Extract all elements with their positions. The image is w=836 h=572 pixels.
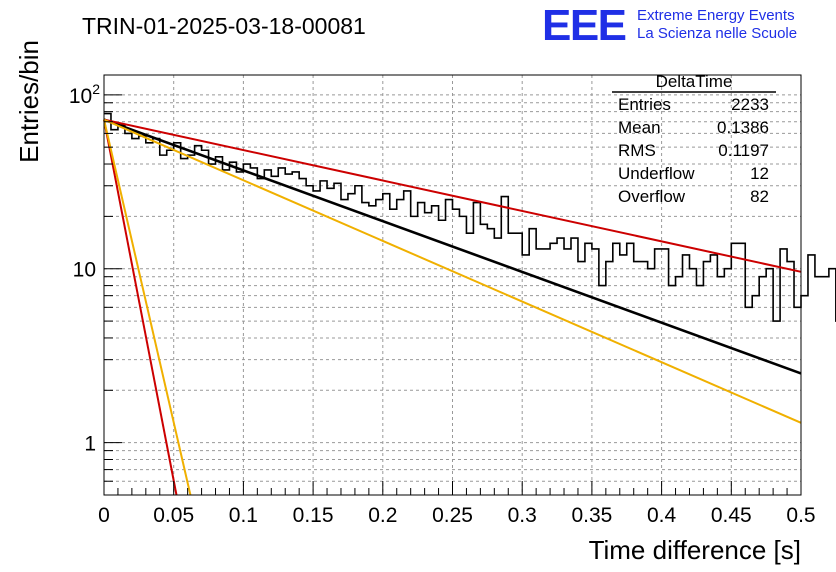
stats-value: 0.1386 (717, 118, 769, 137)
y-axis-label: Entries/bin (14, 40, 44, 163)
stats-label: Overflow (618, 187, 686, 206)
logo-line-2: La Scienza nelle Scuole (637, 25, 797, 42)
stats-value: 0.1197 (718, 141, 769, 160)
y-tick-label: 102 (69, 81, 100, 108)
grid-lines (104, 75, 801, 495)
x-tick-label: 0.35 (571, 504, 612, 527)
stats-value: 82 (750, 187, 769, 206)
fit-line-4 (103, 119, 192, 496)
chart-title: TRIN-01-2025-03-18-00081 (82, 13, 366, 39)
x-tick-label: 0.4 (647, 504, 677, 527)
x-tick-label: 0.05 (153, 504, 194, 527)
x-axis-ticks: 0 0.05 0.1 0.15 0.2 0.25 0.3 0.35 0.4 0.45 0.5 (98, 481, 816, 527)
x-tick-label: 0.45 (711, 504, 752, 527)
stats-label: RMS (618, 141, 656, 160)
histogram-step (104, 112, 836, 322)
x-tick-label: 0.25 (432, 504, 473, 527)
y-axis-ticks: 1 10 102 (69, 81, 122, 496)
stats-label: Mean (618, 118, 661, 137)
fit-line-2 (103, 118, 802, 424)
fit-lines (103, 118, 802, 496)
x-tick-label: 0 (98, 504, 110, 527)
logo-line-1: Extreme Energy Events (637, 7, 795, 24)
stats-label: Entries (618, 95, 671, 114)
x-tick-label: 0.1 (229, 504, 258, 527)
stats-value: 12 (750, 164, 769, 183)
fit-line-0 (103, 118, 802, 375)
stats-value: 2233 (731, 95, 769, 114)
x-tick-label: 0.2 (368, 504, 397, 527)
x-axis-label: Time difference [s] (589, 535, 801, 565)
stats-name: DeltaTime (656, 72, 733, 91)
y-tick-label: 1 (84, 433, 96, 456)
stats-box: DeltaTime Entries 2233 Mean 0.1386 RMS 0.1197… (612, 72, 776, 206)
stats-label: Underflow (618, 164, 695, 183)
histogram-bars (104, 112, 836, 322)
x-tick-label: 0.15 (293, 504, 334, 527)
fit-line-3 (103, 119, 178, 496)
y-tick-label: 10 (73, 259, 96, 282)
x-tick-label: 0.3 (508, 504, 537, 527)
eee-logo: EEE (542, 1, 628, 50)
stats-rows: Entries 2233 Mean 0.1386 RMS 0.1197 Underflow 1… (618, 95, 769, 206)
fit-line-1 (103, 118, 802, 273)
x-tick-label: 0.5 (786, 504, 815, 527)
